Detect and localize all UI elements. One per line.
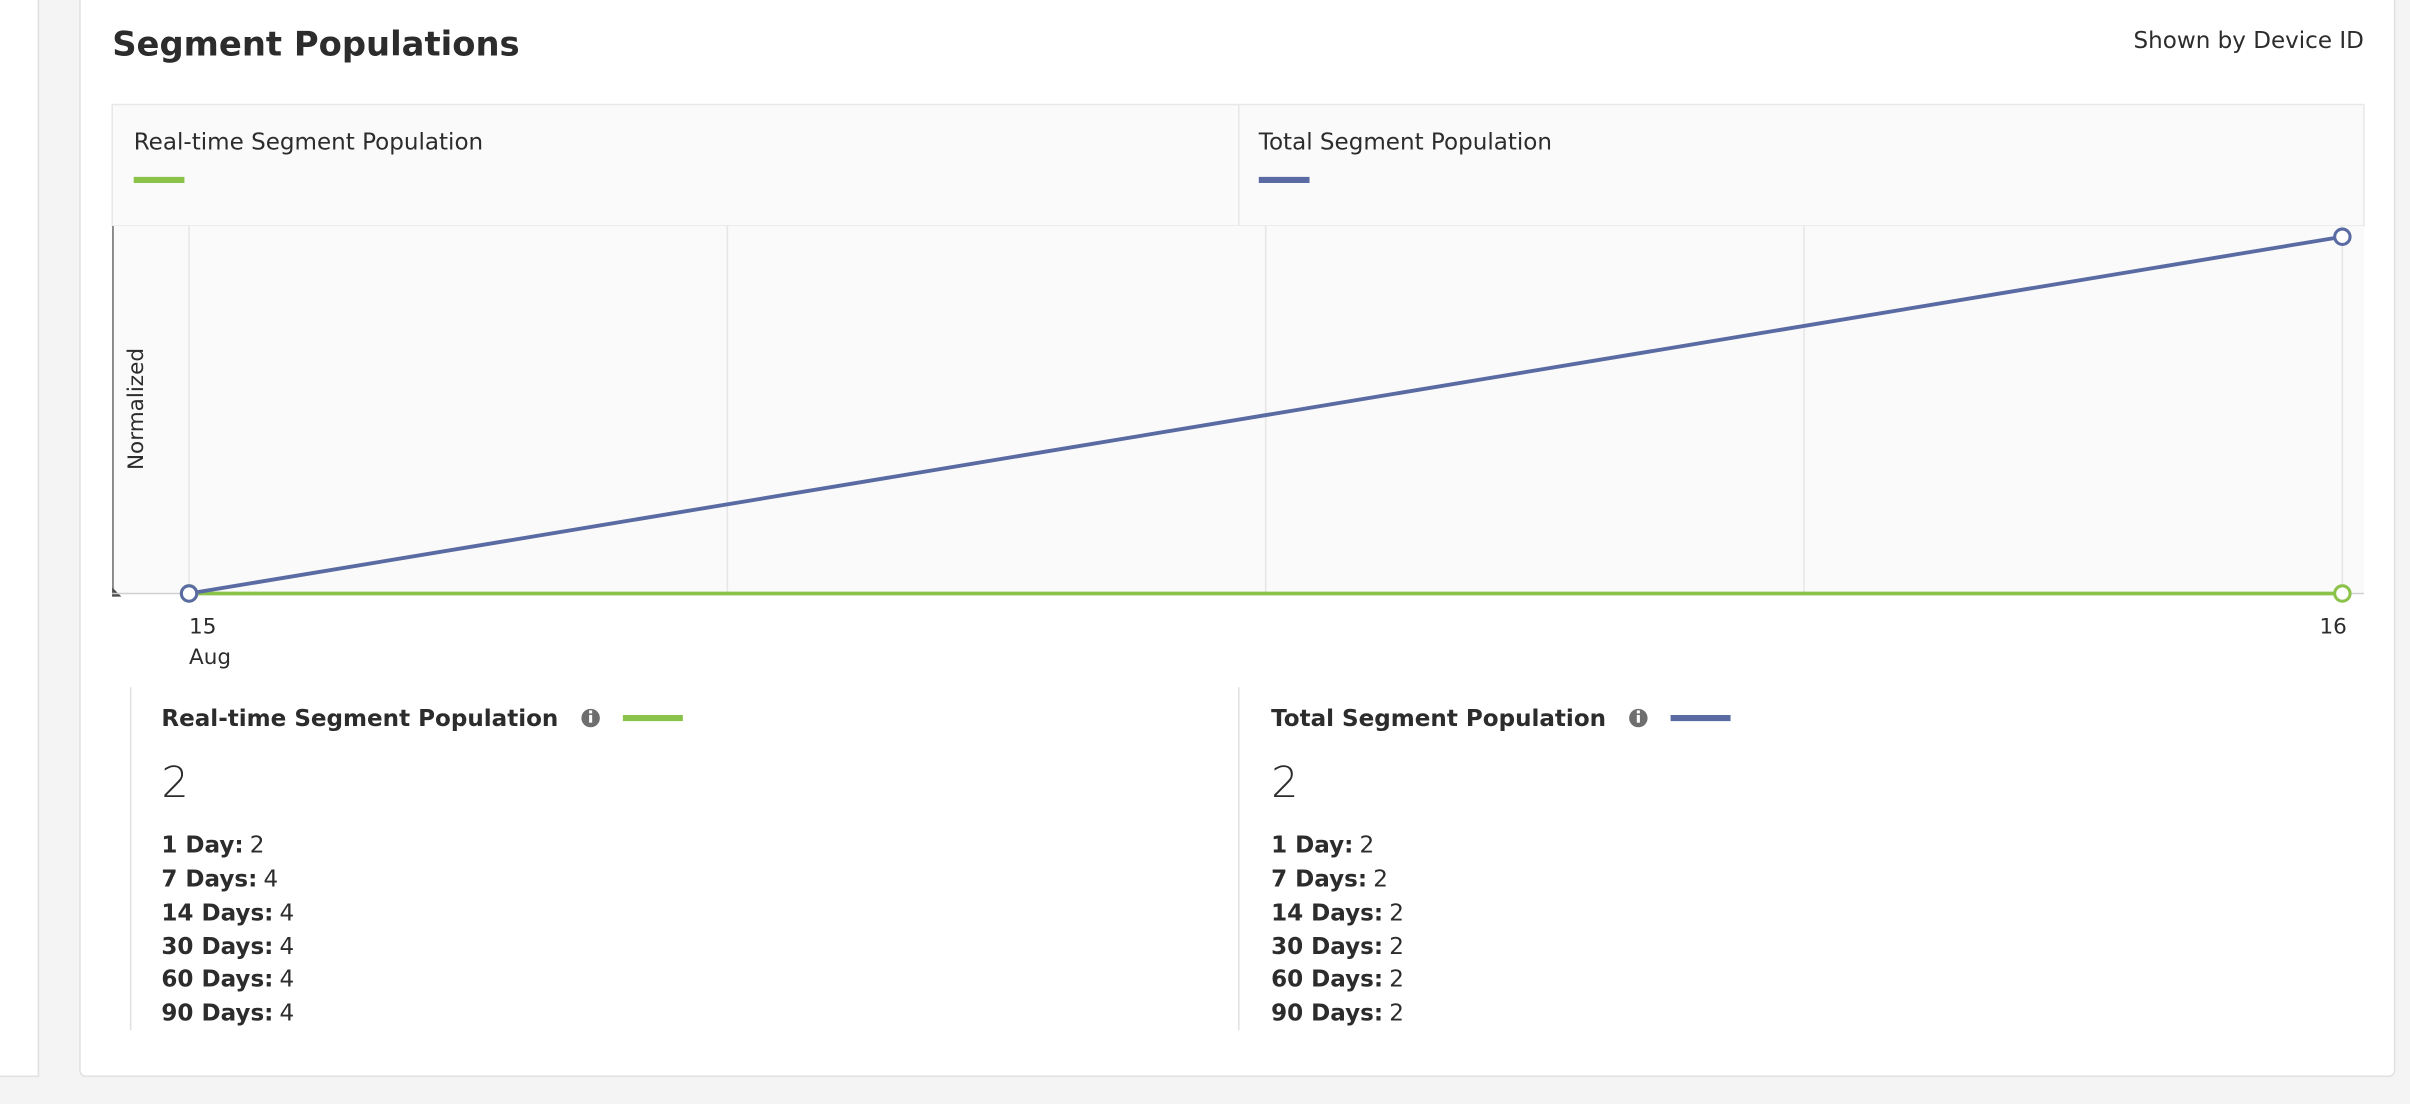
x-tick-label: 16 bbox=[2319, 614, 2346, 639]
stat-row: 90 Days: 4 bbox=[161, 1000, 294, 1026]
stat-label: 14 Days: bbox=[161, 900, 273, 926]
stat-label: 14 Days: bbox=[1271, 900, 1383, 926]
stat-label: 90 Days: bbox=[1271, 1000, 1383, 1026]
stat-label: 30 Days: bbox=[161, 934, 273, 960]
stat-row: 14 Days: 4 bbox=[161, 900, 294, 926]
stat-row: 60 Days: 2 bbox=[1271, 966, 1404, 992]
stat-value: 4 bbox=[280, 934, 295, 960]
stat-label: 60 Days: bbox=[161, 966, 273, 992]
stat-label: 7 Days: bbox=[1271, 866, 1367, 892]
card-title: Segment Populations bbox=[112, 25, 519, 64]
shown-by[interactable]: Shown by Device ID bbox=[2134, 28, 2364, 54]
stat-label: 60 Days: bbox=[1271, 966, 1383, 992]
y-axis-label: Normalized bbox=[124, 348, 149, 470]
stat-value: 4 bbox=[264, 866, 279, 892]
summary-title: Total Segment Population bbox=[1271, 706, 1606, 732]
stat-value: 2 bbox=[250, 832, 265, 858]
stat-label: 1 Day: bbox=[1271, 832, 1353, 858]
stat-row: 60 Days: 4 bbox=[161, 966, 294, 992]
stat-row: 7 Days: 4 bbox=[161, 866, 278, 892]
stat-row: 90 Days: 2 bbox=[1271, 1000, 1404, 1026]
stat-value: 2 bbox=[1389, 1000, 1404, 1026]
stat-row: 30 Days: 4 bbox=[161, 934, 294, 960]
stat-label: 7 Days: bbox=[161, 866, 257, 892]
side-panel bbox=[0, 0, 40, 1078]
stat-row: 1 Day: 2 bbox=[1271, 832, 1374, 858]
x-month-label: Aug bbox=[189, 645, 231, 670]
stat-value: 2 bbox=[1389, 900, 1404, 926]
stat-row: 14 Days: 2 bbox=[1271, 900, 1404, 926]
stat-value: 4 bbox=[280, 900, 295, 926]
info-dot bbox=[589, 710, 593, 714]
stat-label: 90 Days: bbox=[161, 1000, 273, 1026]
info-i bbox=[1636, 714, 1640, 723]
stat-label: 30 Days: bbox=[1271, 934, 1383, 960]
stat-value: 2 bbox=[1389, 966, 1404, 992]
stat-value: 4 bbox=[280, 1000, 295, 1026]
legend-label: Real-time Segment Population bbox=[134, 129, 483, 155]
point-marker bbox=[179, 584, 199, 603]
point-marker bbox=[2333, 227, 2352, 246]
info-i bbox=[589, 714, 593, 723]
stat-value: 4 bbox=[280, 966, 295, 992]
summary-total: 2 bbox=[1271, 758, 1298, 808]
point-marker bbox=[2333, 584, 2352, 603]
stat-row: 1 Day: 2 bbox=[161, 832, 264, 858]
legend-label: Total Segment Population bbox=[1258, 129, 1552, 155]
summary-title: Real-time Segment Population bbox=[161, 706, 558, 732]
plot-area bbox=[112, 226, 2364, 594]
stat-value: 2 bbox=[1389, 934, 1404, 960]
x-tick-label: 15 bbox=[189, 614, 216, 639]
info-dot bbox=[1636, 710, 1640, 714]
stat-row: 30 Days: 2 bbox=[1271, 934, 1404, 960]
stat-value: 2 bbox=[1373, 866, 1388, 892]
stat-value: 2 bbox=[1360, 832, 1375, 858]
stat-label: 1 Day: bbox=[161, 832, 243, 858]
summary-total: 2 bbox=[161, 758, 188, 808]
stat-row: 7 Days: 2 bbox=[1271, 866, 1388, 892]
series-line bbox=[188, 234, 2343, 596]
